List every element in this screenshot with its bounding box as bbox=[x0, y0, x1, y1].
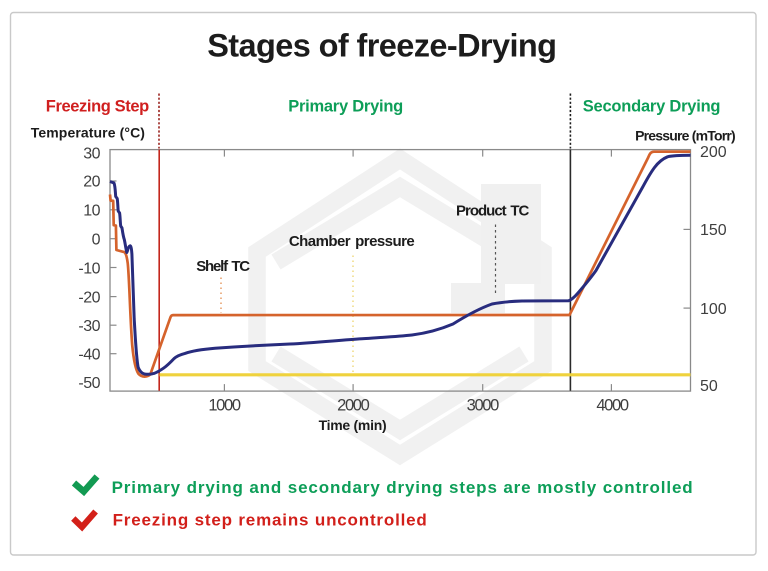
svg-text:3000: 3000 bbox=[467, 396, 499, 414]
svg-text:Stages of freeze-Drying: Stages of freeze-Drying bbox=[207, 28, 556, 64]
svg-text:Freezing Step: Freezing Step bbox=[46, 97, 149, 115]
svg-text:50: 50 bbox=[700, 378, 718, 395]
svg-text:Time (min): Time (min) bbox=[319, 417, 387, 433]
svg-text:-40: -40 bbox=[78, 346, 100, 363]
svg-text:Product TC: Product TC bbox=[456, 203, 529, 220]
svg-text:-20: -20 bbox=[78, 289, 100, 306]
svg-text:150: 150 bbox=[700, 222, 727, 239]
svg-text:Shelf TC: Shelf TC bbox=[196, 258, 250, 275]
svg-text:-50: -50 bbox=[78, 375, 100, 392]
svg-text:0: 0 bbox=[92, 232, 101, 249]
svg-text:Freezing step remains uncontro: Freezing step remains uncontrolled bbox=[113, 511, 428, 530]
svg-text:4000: 4000 bbox=[596, 396, 628, 414]
svg-text:Temperature (°C): Temperature (°C) bbox=[31, 125, 145, 141]
svg-text:200: 200 bbox=[700, 144, 727, 161]
svg-text:100: 100 bbox=[700, 301, 727, 318]
svg-text:-10: -10 bbox=[78, 260, 100, 277]
svg-text:Chamber pressure: Chamber pressure bbox=[289, 233, 414, 250]
svg-text:2000: 2000 bbox=[337, 396, 369, 414]
svg-text:Primary drying and secondary d: Primary drying and secondary drying step… bbox=[112, 478, 694, 497]
svg-text:Pressure (mTorr): Pressure (mTorr) bbox=[635, 128, 735, 144]
svg-text:Secondary Drying: Secondary Drying bbox=[583, 97, 721, 115]
svg-text:30: 30 bbox=[83, 145, 100, 162]
svg-text:1000: 1000 bbox=[208, 396, 240, 414]
svg-text:20: 20 bbox=[83, 174, 100, 191]
svg-text:Primary Drying: Primary Drying bbox=[288, 97, 403, 115]
svg-text:10: 10 bbox=[83, 203, 100, 220]
svg-text:-30: -30 bbox=[78, 318, 100, 335]
